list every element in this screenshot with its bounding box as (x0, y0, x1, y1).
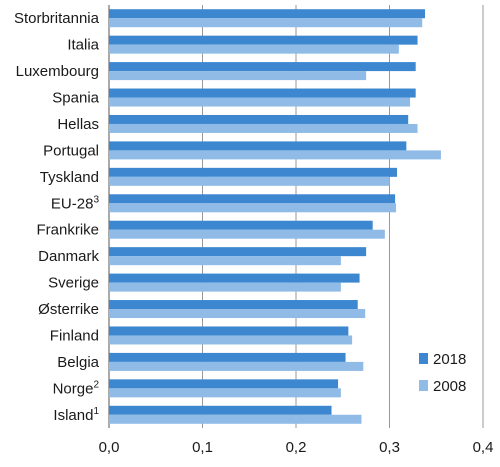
bars (109, 9, 441, 424)
bar-2018-norge (109, 379, 339, 389)
x-tick-labels: 0,0 0,1 0,2 0,3 0,4 (99, 439, 494, 456)
category-label: Italia (67, 37, 99, 54)
category-label: Frankrike (36, 222, 99, 239)
category-label: Østerrike (38, 301, 99, 318)
bar-2018-italia (109, 35, 418, 45)
bar-2018-sverige (109, 273, 360, 283)
bar-2008-danmark (109, 256, 341, 266)
category-label: EU-283 (51, 194, 100, 212)
bar-2018-portugal (109, 141, 407, 151)
bar-2008-østerrike (109, 309, 366, 319)
legend-swatch-2008 (419, 380, 428, 391)
bar-2018-island (109, 405, 332, 415)
category-label: Tyskland (40, 169, 99, 186)
x-tick-label: 0,0 (99, 439, 120, 456)
x-tick-label: 0,3 (379, 439, 400, 456)
bar-2008-belgia (109, 361, 364, 371)
bar-2008-tyskland (109, 176, 390, 186)
bar-2018-tyskland (109, 167, 397, 177)
x-tick-label: 0,4 (473, 439, 494, 456)
legend-label-2008: 2008 (433, 378, 466, 395)
bar-2018-danmark (109, 247, 367, 257)
legend-swatch-2018 (419, 353, 428, 364)
category-label: Island1 (53, 406, 99, 424)
bar-2018-finland (109, 326, 349, 336)
x-tick-label: 0,2 (286, 439, 307, 456)
category-label: Hellas (57, 116, 99, 133)
x-tick-label: 0,1 (192, 439, 213, 456)
bar-2008-storbritannia (109, 18, 423, 28)
bar-2018-eu-28 (109, 194, 396, 204)
bar-2008-finland (109, 335, 353, 345)
bar-2008-portugal (109, 150, 441, 160)
bar-2018-frankrike (109, 220, 373, 230)
category-labels: Storbritannia Italia Luxembourg Spania Hella… (14, 10, 100, 424)
category-label: Portugal (43, 142, 99, 159)
category-label: Danmark (38, 248, 99, 265)
bar-2008-italia (109, 44, 399, 54)
bar-2008-norge (109, 388, 341, 398)
bar-2018-storbritannia (109, 9, 426, 19)
bar-2008-spania (109, 97, 411, 107)
legend: 2018 2008 (419, 351, 466, 395)
category-label: Spania (52, 90, 99, 107)
legend-label-2018: 2018 (433, 351, 466, 368)
bar-2008-island (109, 414, 362, 424)
bar-2008-eu-28 (109, 203, 397, 213)
bar-2018-belgia (109, 352, 346, 362)
bar-2018-østerrike (109, 300, 358, 310)
category-label: Norge2 (53, 379, 100, 397)
bar-2008-frankrike (109, 229, 385, 239)
bar-2008-sverige (109, 282, 341, 292)
category-label: Belgia (57, 354, 99, 371)
bar-2018-hellas (109, 114, 409, 124)
category-label: Sverige (48, 275, 99, 292)
bar-2018-luxembourg (109, 62, 416, 72)
bar-2008-luxembourg (109, 71, 367, 81)
category-label: Storbritannia (14, 10, 100, 27)
category-label: Finland (50, 327, 99, 344)
bar-2018-spania (109, 88, 416, 98)
bar-2008-hellas (109, 123, 418, 133)
category-label: Luxembourg (16, 63, 99, 80)
